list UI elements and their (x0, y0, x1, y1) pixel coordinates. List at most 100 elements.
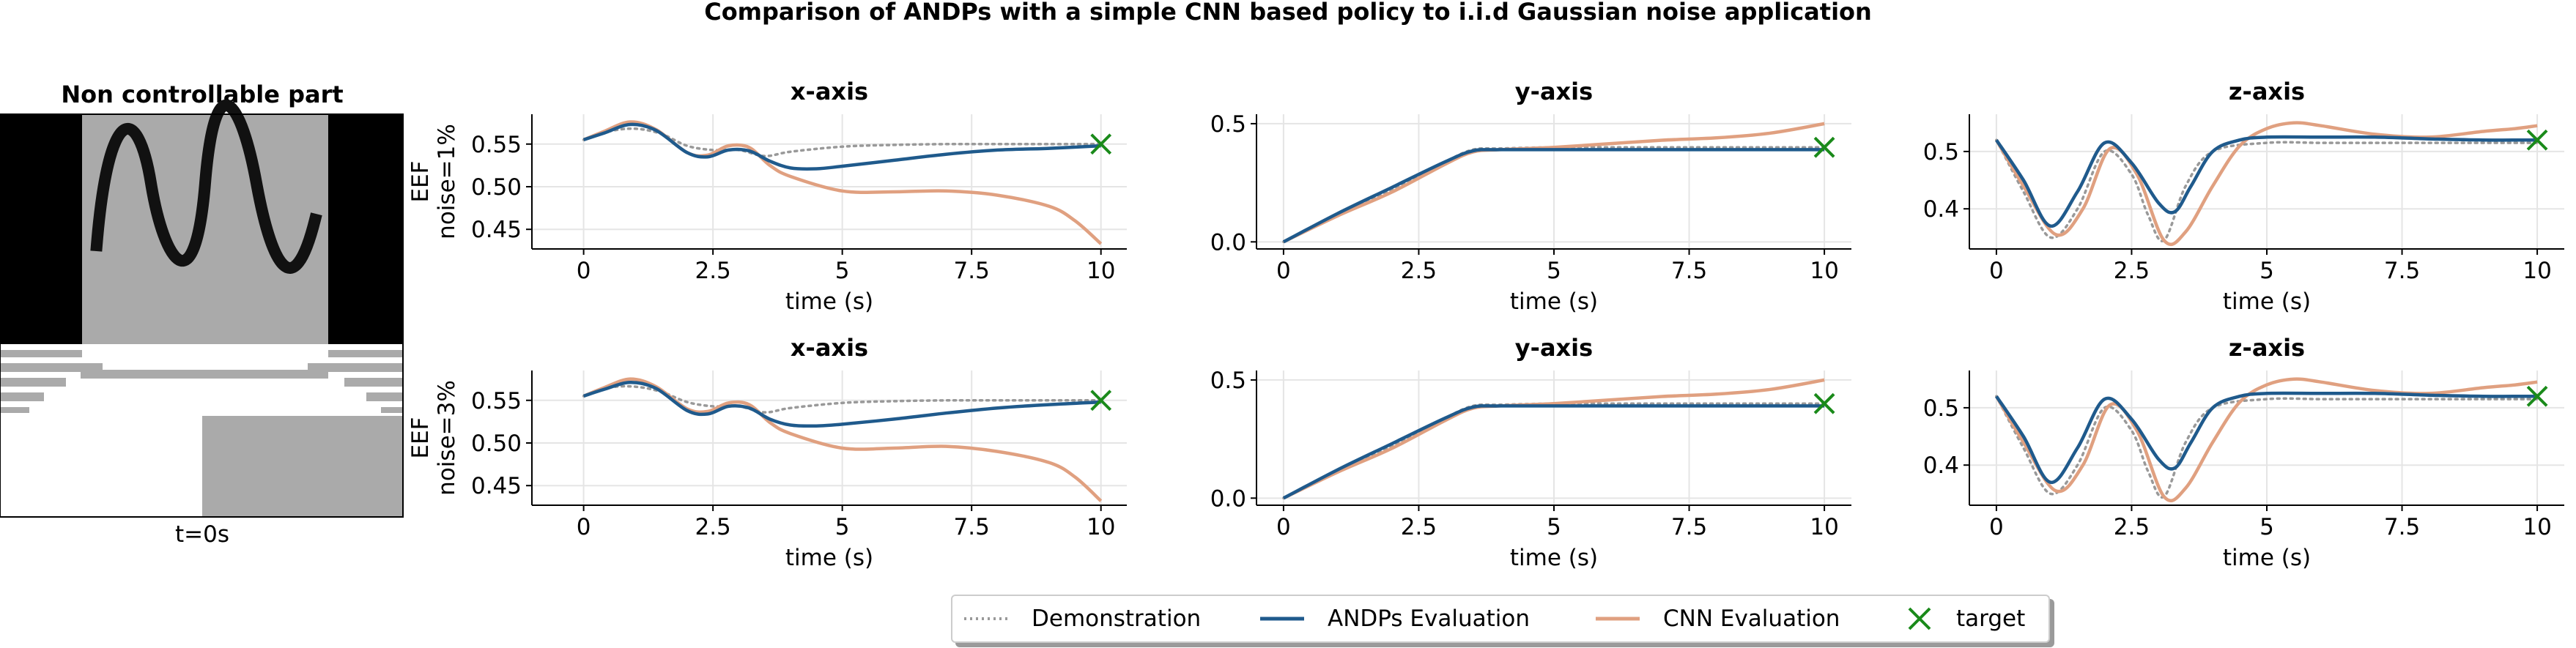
series-line-andps-evaluation (582, 381, 1101, 428)
x-tick-label: 5 (1547, 258, 1561, 284)
series-line-demonstration (582, 384, 1103, 414)
x-axis-label: time (s) (2223, 288, 2311, 315)
x-tick-label: 5 (2259, 258, 2274, 284)
x-tick-label: 0 (577, 514, 591, 540)
x-axis-label: time (s) (785, 545, 873, 571)
series-line-andps-evaluation (1282, 148, 1825, 244)
y-tick-label: 0.4 (1923, 196, 1959, 223)
legend-label-andps: ANDPs Evaluation (1328, 606, 1530, 632)
target-marker (1090, 390, 1112, 411)
y-tick-label: 0.45 (471, 217, 522, 243)
y-tick-label: 0.0 (1210, 229, 1246, 256)
y-axis-label: noise=1% (434, 124, 460, 239)
target-marker (2526, 129, 2548, 151)
x-tick-label: 7.5 (2384, 258, 2420, 284)
x-axis-label: time (s) (1510, 288, 1598, 315)
series-line-andps-evaluation (1995, 135, 2538, 228)
x-tick-label: 0 (1276, 258, 1291, 284)
x-tick-label: 7.5 (954, 258, 990, 284)
target-marker (1813, 392, 1835, 414)
y-tick-label: 0.55 (471, 388, 522, 414)
chart-title: x-axis (791, 78, 868, 105)
series-line-cnn-evaluation (1994, 377, 2538, 502)
x-tick-label: 10 (2523, 258, 2551, 284)
target-marker (1090, 133, 1112, 155)
image-panel-title: Non controllable part (61, 81, 343, 108)
y-tick-label: 0.50 (471, 174, 522, 201)
x-tick-label: 5 (2259, 514, 2274, 540)
series-line-demonstration (582, 127, 1103, 157)
x-axis-label: time (s) (2223, 545, 2311, 571)
chart-2: 0 2.5 5 7.5 10 0.0 0.5 y-axis time (s) (1210, 78, 1851, 315)
chart-5: 0 2.5 5 7.5 10 0.0 0.5 y-axis time (s) (1210, 334, 1851, 571)
y-tick-label: 0.55 (471, 132, 522, 158)
x-tick-label: 7.5 (1671, 258, 1707, 284)
target-marker (2526, 385, 2548, 407)
x-tick-label: 10 (2523, 514, 2551, 540)
y-axis-label: noise=3% (434, 380, 460, 496)
y-tick-label: 0.5 (1210, 111, 1246, 138)
x-tick-label: 2.5 (1401, 514, 1437, 540)
x-axis-label: time (s) (785, 288, 873, 315)
x-tick-label: 0 (1989, 514, 2004, 540)
x-tick-label: 2.5 (2114, 514, 2150, 540)
series-line-cnn-evaluation (582, 377, 1103, 502)
chart-title: x-axis (791, 334, 868, 362)
x-tick-label: 5 (835, 258, 850, 284)
image-frame (0, 113, 404, 518)
image-pixel-blocks (0, 350, 403, 517)
y-tick-label: 0.50 (471, 431, 522, 457)
x-tick-label: 2.5 (695, 514, 730, 540)
x-tick-label: 0 (1276, 514, 1291, 540)
chart-4: 0 2.5 5 7.5 10 0.45 0.50 0.55 x-axis time (s) EEF n… (407, 334, 1127, 571)
image-panel: Non controllable part t=0s (0, 81, 404, 548)
x-tick-label: 2.5 (2114, 258, 2150, 284)
chart-title: z-axis (2229, 334, 2305, 362)
legend-item-demonstration: Demonstration (963, 596, 1201, 641)
legend-label-target: target (1956, 606, 2026, 632)
legend-item-target: target (1905, 596, 2025, 641)
x-tick-label: 10 (1810, 514, 1838, 540)
y-tick-label: 0.5 (1923, 395, 1959, 422)
x-tick-label: 5 (1547, 514, 1561, 540)
image-sine-wave (90, 100, 322, 274)
legend-label-cnn: CNN Evaluation (1663, 606, 1840, 632)
series-line-andps-evaluation (1282, 404, 1825, 500)
x-tick-label: 7.5 (1671, 514, 1707, 540)
chart-1: 0 2.5 5 7.5 10 0.45 0.50 0.55 x-axis time (s) EEF n… (407, 78, 1127, 315)
y-tick-label: 0.5 (1923, 139, 1959, 165)
x-axis-label: time (s) (1510, 545, 1598, 571)
legend-label-demonstration: Demonstration (1032, 606, 1202, 632)
chart-3: 0 2.5 5 7.5 10 0.4 0.5 z-axis time (s) (1923, 78, 2564, 315)
x-tick-label: 0 (577, 258, 591, 284)
series-line-andps-evaluation (1995, 391, 2538, 484)
series-line-andps-evaluation (582, 122, 1101, 171)
legend-item-andps: ANDPs Evaluation (1259, 596, 1530, 641)
image-caption: t=0s (175, 521, 229, 548)
x-tick-label: 7.5 (2384, 514, 2420, 540)
y-tick-label: 0.4 (1923, 453, 1959, 479)
chart-title: y-axis (1515, 78, 1593, 105)
x-tick-label: 2.5 (1401, 258, 1437, 284)
legend-swatch-target (1908, 607, 1931, 630)
target-marker (1813, 136, 1835, 158)
figure-title: Comparison of ANDPs with a simple CNN ba… (704, 0, 1872, 26)
x-tick-label: 5 (835, 514, 850, 540)
x-tick-label: 0 (1989, 258, 2004, 284)
x-tick-label: 2.5 (695, 258, 730, 284)
x-tick-label: 10 (1087, 258, 1115, 284)
chart-title: y-axis (1515, 334, 1593, 362)
series-line-cnn-evaluation (1994, 121, 2538, 246)
legend-item-cnn: CNN Evaluation (1594, 596, 1840, 641)
x-tick-label: 10 (1087, 514, 1115, 540)
y-tick-label: 0.0 (1210, 485, 1246, 512)
chart-6: 0 2.5 5 7.5 10 0.4 0.5 z-axis time (s) (1923, 334, 2564, 571)
y-tick-label: 0.5 (1210, 368, 1246, 394)
legend: Demonstration ANDPs Evaluation CNN Evalu… (951, 595, 2050, 643)
x-tick-label: 7.5 (954, 514, 990, 540)
y-axis-label: EEF (407, 160, 434, 202)
x-tick-label: 10 (1810, 258, 1838, 284)
chart-title: z-axis (2229, 78, 2305, 105)
